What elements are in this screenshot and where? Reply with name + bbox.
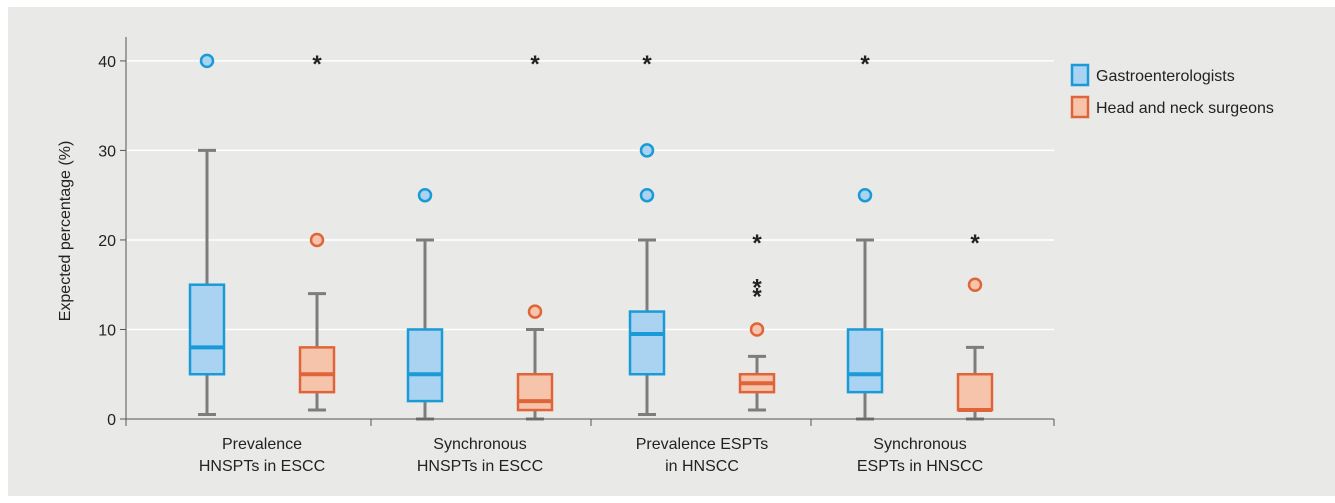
outlier-circle-1 [749,322,765,337]
y-tick-label-40: 40 [98,54,116,71]
outlier-circle-1 [967,277,983,292]
series-head-and-neck-surgeons: * **** * [298,51,994,421]
legend-label-2: Head and neck surgeons [1096,100,1274,117]
x-category-label-1-line-2: HNSPTs in ESCC [199,458,325,475]
outlier-circle-1 [309,232,325,248]
y-tick-label-10: 10 [98,322,116,339]
outlier-circle-2 [639,143,655,158]
y-tick-label-0: 0 [107,412,116,429]
box-2-3: *** [738,230,776,412]
legend-swatch-2 [1070,95,1090,119]
x-category-label-1-line-1: Prevalence [222,436,302,453]
outlier-circle-1 [639,187,655,203]
box-iqr [516,372,554,412]
box-series: * ** **** * [188,51,994,421]
extreme-asterisk-2: * [752,275,762,302]
extreme-asterisk-1: * [642,51,652,78]
legend-label-1: Gastroenterologists [1096,68,1235,85]
x-category-label-4-line-2: ESPTs in HNSCC [857,458,983,475]
x-category-label-2-line-2: HNSPTs in ESCC [417,458,543,475]
outlier-circle-1 [857,187,873,203]
y-axis: Expected percentage (%) 0 10 20 30 40 [57,37,127,429]
box-2-2: * [516,51,554,421]
box-iqr [188,283,226,376]
extreme-asterisk-1: * [752,284,762,311]
box-1-1 [188,53,226,417]
box-iqr [956,372,994,412]
x-axis: Prevalence HNSPTs in ESCC Synchronous HNSPT… [125,418,1055,475]
x-category-label-3-line-2: in HNSCC [665,458,739,475]
x-category-label-2-line-1: Synchronous [433,436,526,453]
chart-background [8,7,1335,496]
outlier-circle-1 [527,304,543,319]
legend: Gastroenterologists Head and neck surgeon… [1070,63,1274,119]
extreme-asterisk-3: * [752,230,762,257]
extreme-asterisk-1: * [530,51,540,78]
box-2-1: * [298,51,336,412]
y-tick-label-30: 30 [98,143,116,160]
x-category-label-3-line-1: Prevalence ESPTs [636,436,769,453]
outlier-circle-1 [417,187,433,203]
series-gastroenterologists: * * [188,51,884,421]
y-axis-title: Expected percentage (%) [57,141,74,322]
box-2-4: * [956,230,994,421]
box-iqr [628,310,666,376]
outlier-circle-1 [199,53,215,69]
x-category-label-4-line-1: Synchronous [873,436,966,453]
box-iqr [406,328,444,403]
box-iqr [846,328,884,394]
extreme-asterisk-1: * [970,230,980,257]
box-iqr [298,346,336,394]
legend-swatch-1 [1070,63,1090,87]
extreme-asterisk-1: * [860,51,870,78]
box-1-4: * [846,51,884,421]
y-tick-label-20: 20 [98,233,116,250]
extreme-asterisk-1: * [312,51,322,78]
gridlines [126,60,1054,331]
box-1-3: * [628,51,666,417]
chart-container: Expected percentage (%) 0 10 20 30 40 * * * * * *… [8,7,1335,496]
